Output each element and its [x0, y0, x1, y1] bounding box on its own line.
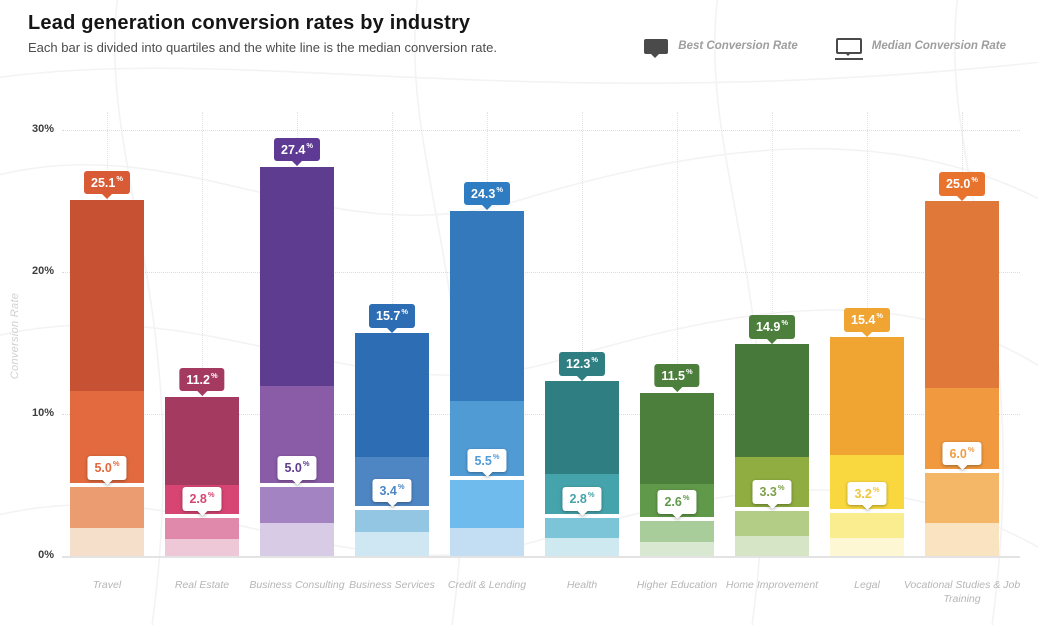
legend-median-label: Median Conversion Rate — [871, 40, 1006, 52]
bar-segment-light[interactable] — [735, 509, 809, 537]
bar-segment-faint[interactable] — [830, 537, 904, 556]
y-axis-title: Conversion Rate — [9, 292, 21, 380]
x-axis-label: Real Estate — [174, 579, 230, 591]
median-line — [70, 483, 144, 487]
bar-segment-faint[interactable] — [165, 538, 239, 556]
bar-segment-dark[interactable] — [545, 381, 619, 474]
median-line — [450, 475, 524, 480]
chart-header: Lead generation conversion rates by indu… — [28, 12, 497, 55]
median-value-bubble[interactable]: 2.8% — [182, 487, 222, 516]
median-value-bubble[interactable]: 3.4% — [372, 478, 412, 507]
best-value-bubble[interactable]: 11.2% — [179, 367, 225, 396]
page-subtitle: Each bar is divided into quartiles and t… — [28, 40, 497, 55]
x-axis-label: Health — [566, 579, 598, 591]
bar-segment-faint[interactable] — [355, 531, 429, 556]
bar-segment-faint[interactable] — [735, 536, 809, 556]
gridline-20pct — [62, 272, 1020, 273]
bar-segment-dark[interactable] — [735, 344, 809, 457]
gridline-10pct — [62, 414, 1020, 415]
y-tick-label-10: 10% — [31, 407, 54, 419]
best-value-bubble[interactable]: 15.4% — [843, 308, 891, 337]
bar-segment-dark[interactable] — [70, 199, 144, 392]
bar-segment-light[interactable] — [640, 519, 714, 542]
bar-segment-light[interactable] — [355, 507, 429, 532]
bar-segment-dark[interactable] — [640, 392, 714, 484]
bar-segment-light[interactable] — [70, 485, 144, 528]
median-value-bubble[interactable]: 6.0% — [942, 441, 982, 470]
best-bubble-icon — [644, 38, 669, 58]
bar-segment-light[interactable] — [545, 516, 619, 538]
bar-segment-faint[interactable] — [545, 537, 619, 556]
y-tick-label-20: 20% — [31, 265, 54, 277]
bar-segment-dark[interactable] — [925, 201, 999, 389]
bar-segment-dark[interactable] — [355, 333, 429, 457]
x-axis-label: Credit & Lending — [447, 579, 527, 591]
legend-item-median[interactable]: Median Conversion Rate — [834, 38, 1006, 60]
best-value-bubble[interactable]: 15.7% — [368, 304, 416, 332]
page-title: Lead generation conversion rates by indu… — [28, 12, 471, 34]
median-bubble-icon — [834, 38, 863, 60]
bar-segment-dark[interactable] — [260, 166, 334, 386]
median-value-bubble[interactable]: 3.2% — [847, 481, 887, 510]
bar-segment-dark[interactable] — [165, 396, 239, 485]
median-value-bubble[interactable]: 5.0% — [277, 456, 317, 484]
x-axis-label: Higher Education — [636, 579, 718, 591]
bar-segment-light[interactable] — [925, 470, 999, 524]
best-value-bubble[interactable]: 24.3% — [463, 181, 511, 210]
median-line — [260, 483, 334, 487]
bar-segment-dark[interactable] — [450, 210, 524, 402]
y-tick-label-30: 30% — [31, 123, 54, 135]
y-tick-label-0: 0% — [38, 549, 54, 561]
bar-segment-faint[interactable] — [260, 523, 334, 556]
legend-best-label: Best Conversion Rate — [678, 40, 798, 52]
legend-item-best[interactable]: Best Conversion Rate — [644, 38, 798, 58]
median-value-bubble[interactable]: 2.8% — [562, 487, 602, 516]
bar-segment-faint[interactable] — [70, 527, 144, 556]
best-value-bubble[interactable]: 12.3% — [558, 352, 606, 381]
bar-segment-faint[interactable] — [450, 527, 524, 556]
x-axis-baseline — [62, 556, 1020, 558]
bar-segment-faint[interactable] — [640, 541, 714, 556]
best-value-bubble[interactable]: 25.0% — [938, 172, 986, 200]
bar-segment-light[interactable] — [260, 485, 334, 524]
legend: Best Conversion Rate Median Conversion R… — [644, 38, 1006, 60]
best-value-bubble[interactable]: 14.9% — [748, 315, 796, 344]
median-value-bubble[interactable]: 3.3% — [752, 480, 792, 509]
x-axis-label: Business Consulting — [249, 579, 345, 591]
bar-segment-light[interactable] — [830, 510, 904, 538]
x-axis-label: Legal — [854, 579, 880, 591]
median-value-bubble[interactable]: 5.5% — [467, 448, 507, 477]
x-axis-label: Vocational Studies & Job Training — [903, 579, 1021, 606]
bar-segment-light[interactable] — [165, 516, 239, 539]
bar-segment-faint[interactable] — [925, 523, 999, 556]
x-axis-label: Business Services — [349, 579, 435, 591]
best-value-bubble[interactable]: 11.5% — [654, 363, 700, 392]
bar-segment-light[interactable] — [450, 477, 524, 528]
median-value-bubble[interactable]: 5.0% — [87, 456, 127, 484]
median-line-icon — [834, 58, 863, 60]
best-value-bubble[interactable]: 25.1% — [83, 170, 131, 199]
median-value-bubble[interactable]: 2.6% — [657, 490, 697, 518]
best-value-bubble[interactable]: 27.4% — [273, 137, 321, 166]
gridline-30pct — [62, 130, 1020, 131]
bar-segment-dark[interactable] — [830, 337, 904, 456]
